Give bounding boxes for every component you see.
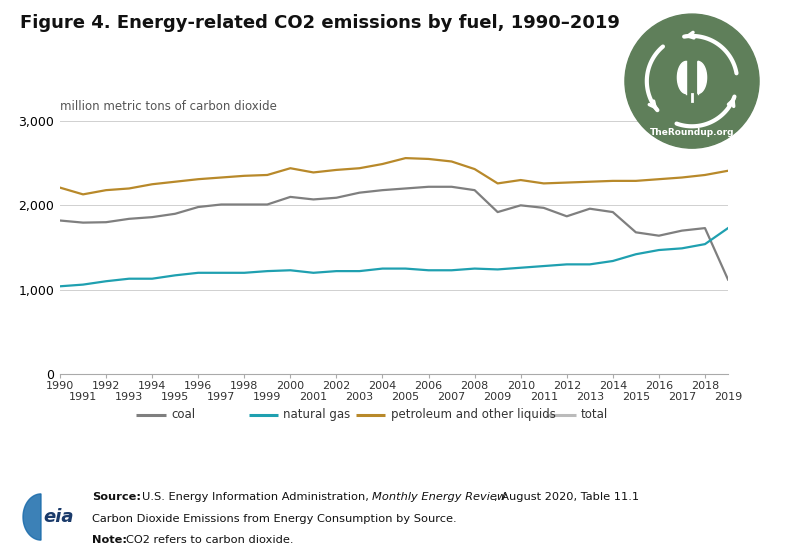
Text: TheRoundup.org: TheRoundup.org xyxy=(650,128,734,136)
Text: Note:: Note: xyxy=(92,535,127,544)
Text: Figure 4. Energy-related CO2 emissions by fuel, 1990–2019: Figure 4. Energy-related CO2 emissions b… xyxy=(20,14,620,32)
Polygon shape xyxy=(23,494,41,540)
Text: U.S. Energy Information Administration,: U.S. Energy Information Administration, xyxy=(142,492,372,502)
Text: petroleum and other liquids: petroleum and other liquids xyxy=(390,408,555,421)
Text: total: total xyxy=(581,408,608,421)
Text: Carbon Dioxide Emissions from Energy Consumption by Source.: Carbon Dioxide Emissions from Energy Con… xyxy=(92,514,457,524)
Text: eia: eia xyxy=(44,508,74,526)
Text: Monthly Energy Review: Monthly Energy Review xyxy=(372,492,506,502)
Text: coal: coal xyxy=(171,408,195,421)
Text: , August 2020, Table 11.1: , August 2020, Table 11.1 xyxy=(494,492,638,502)
Text: CO2 refers to carbon dioxide.: CO2 refers to carbon dioxide. xyxy=(126,535,293,544)
Polygon shape xyxy=(678,62,686,94)
Text: million metric tons of carbon dioxide: million metric tons of carbon dioxide xyxy=(60,100,277,113)
Text: Source:: Source: xyxy=(92,492,141,502)
Text: natural gas: natural gas xyxy=(283,408,350,421)
Polygon shape xyxy=(698,62,706,94)
Circle shape xyxy=(625,14,759,148)
